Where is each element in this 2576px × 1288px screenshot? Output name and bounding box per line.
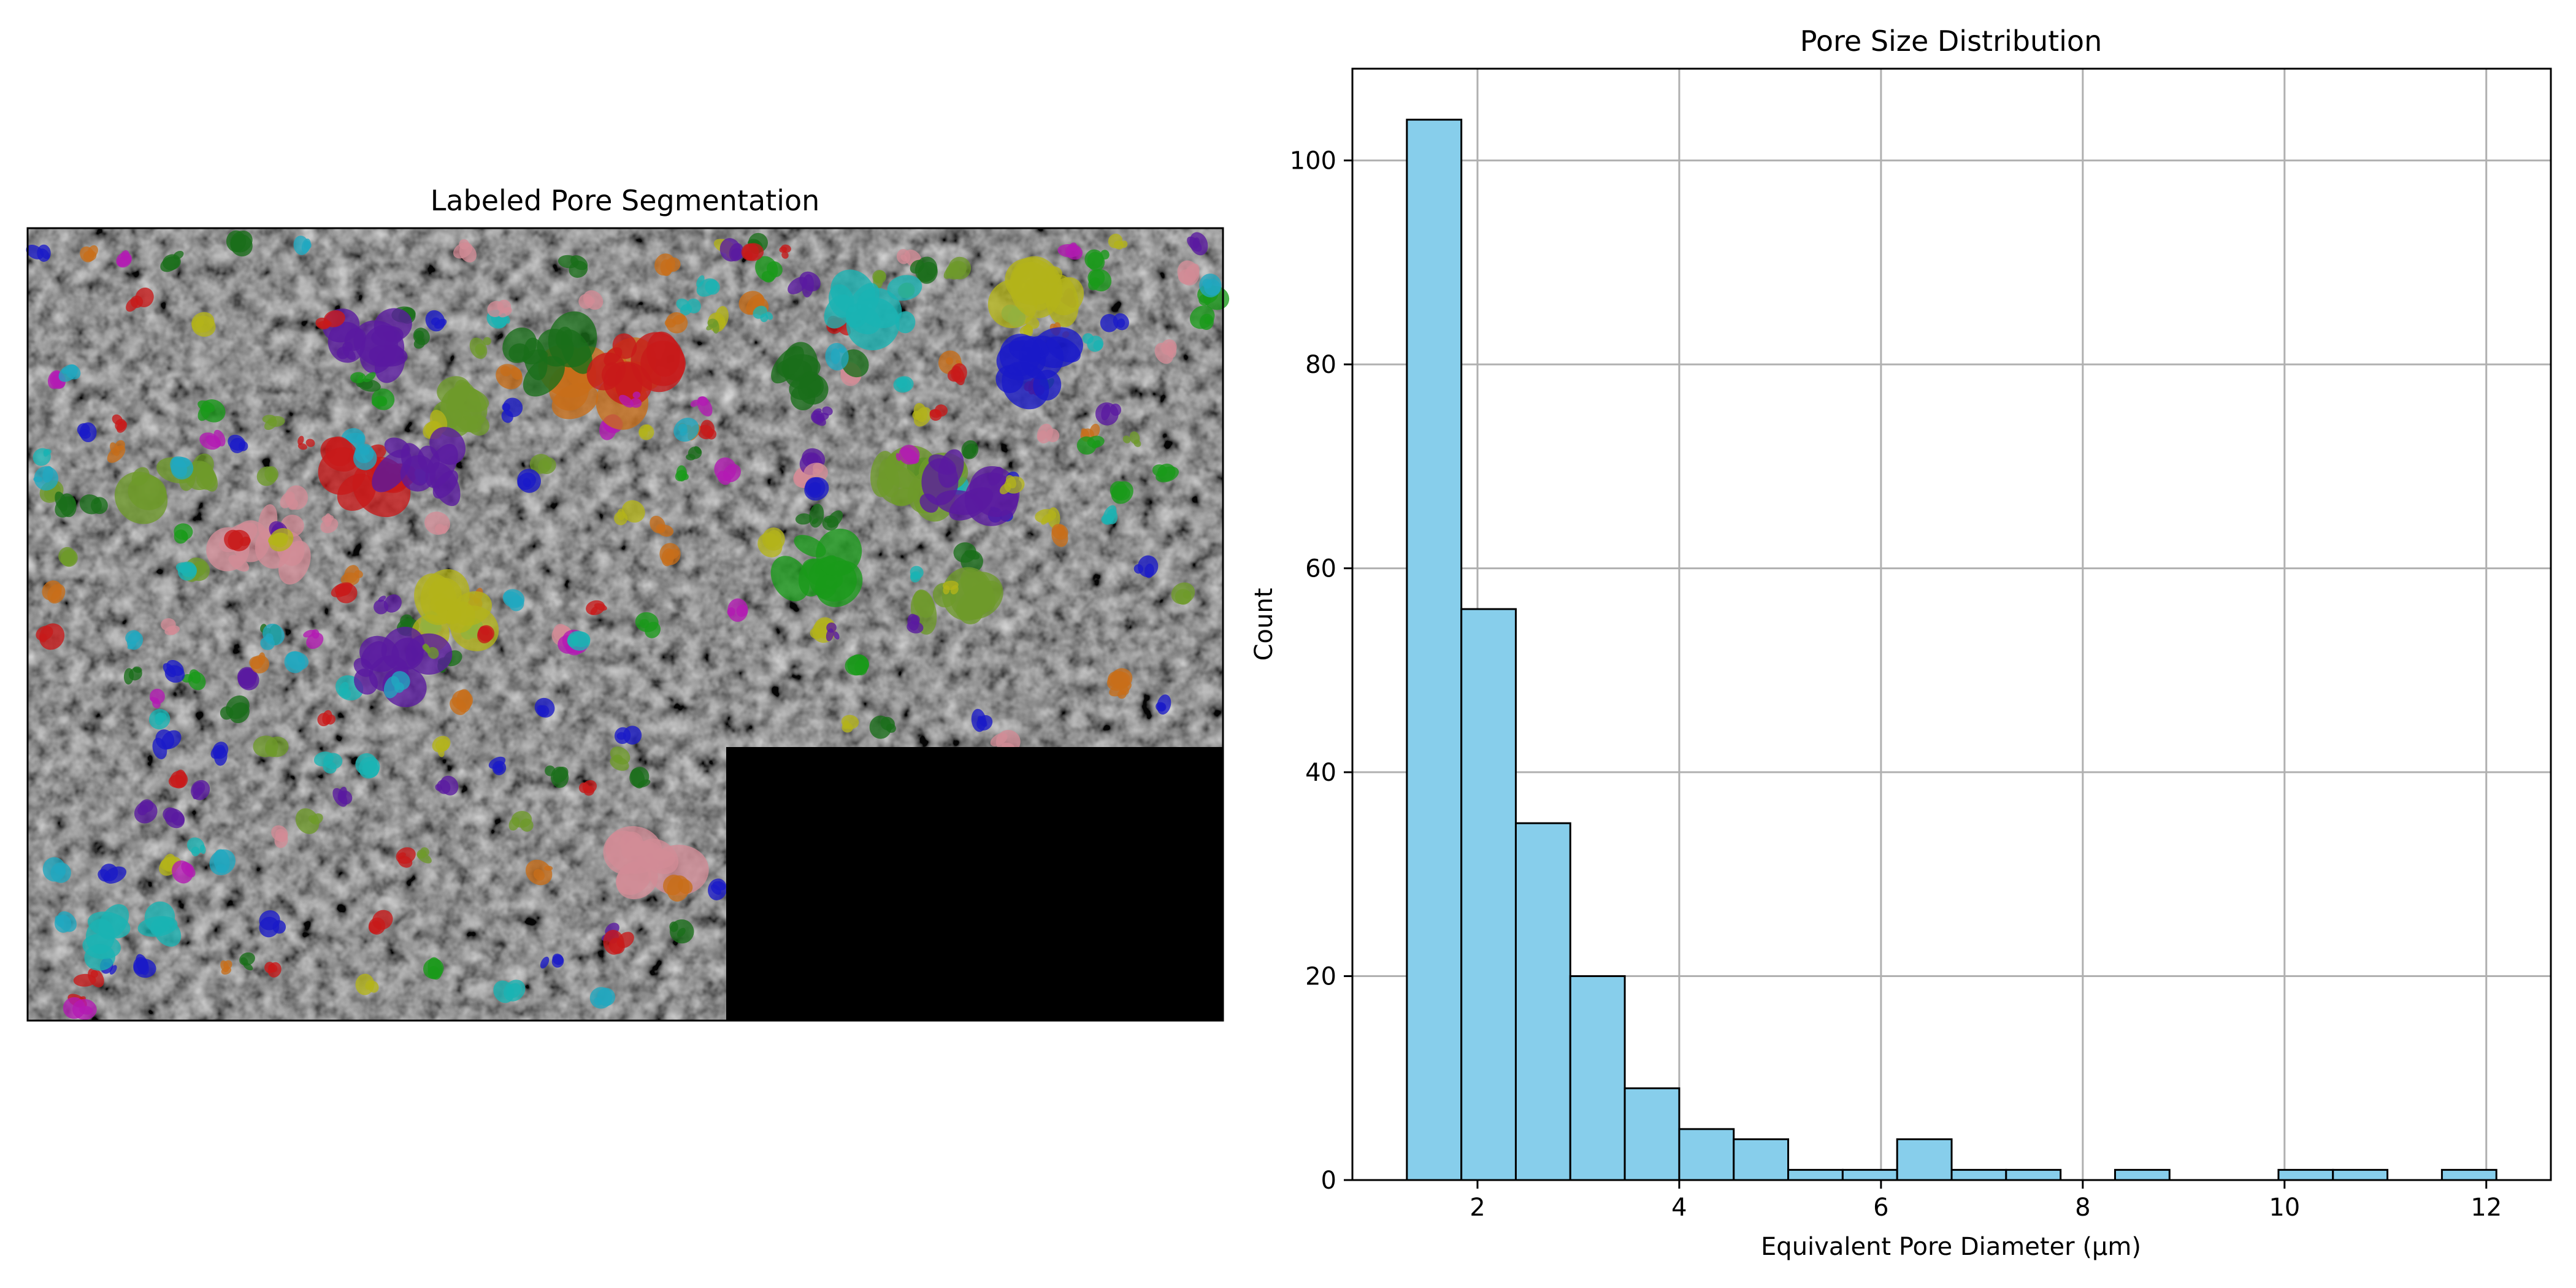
segmentation-image — [23, 226, 1233, 1021]
histogram-bar — [1679, 1129, 1734, 1180]
histogram-bar — [1407, 120, 1462, 1180]
y-tick-label: 60 — [1305, 555, 1336, 583]
histogram-bar — [1734, 1140, 1788, 1180]
histogram-bar — [1842, 1170, 1897, 1180]
histogram-bar — [1462, 609, 1516, 1180]
pore-label — [239, 441, 248, 451]
histogram-bar — [1897, 1140, 1952, 1180]
x-tick-label: 8 — [2075, 1194, 2090, 1222]
x-axis-ticks: 2 4 6 8 10 12 — [1470, 1180, 2502, 1222]
histogram-bar — [1516, 823, 1570, 1180]
histogram-bar — [2333, 1170, 2388, 1180]
pore-label — [63, 997, 85, 1019]
x-tick-label: 10 — [2269, 1194, 2300, 1222]
x-tick-label: 2 — [1470, 1194, 1485, 1222]
histogram-bar — [2115, 1170, 2169, 1180]
x-axis-label: Equivalent Pore Diameter (µm) — [1761, 1233, 2141, 1261]
segmentation-title: Labeled Pore Segmentation — [431, 184, 820, 217]
histogram-bar — [1625, 1088, 1679, 1180]
histogram-bar — [1570, 976, 1625, 1180]
histogram-bar — [2006, 1170, 2061, 1180]
histogram-bar — [1952, 1170, 2006, 1180]
histogram-bar — [2442, 1170, 2496, 1180]
histogram-title: Pore Size Distribution — [1800, 25, 2102, 58]
histogram-bar — [2279, 1170, 2333, 1180]
histogram-bars — [1407, 120, 2496, 1180]
histogram-panel: Pore Size Distribution 2 4 6 8 10 12 0 20 40 60 8… — [1250, 25, 2551, 1261]
histogram-bar — [1788, 1170, 1843, 1180]
y-tick-label: 40 — [1305, 759, 1336, 787]
masked-region — [726, 747, 1223, 1021]
x-tick-label: 12 — [2471, 1194, 2502, 1222]
pore-label — [659, 543, 680, 565]
y-tick-label: 0 — [1321, 1167, 1336, 1195]
y-tick-label: 100 — [1290, 147, 1336, 175]
x-tick-label: 6 — [1873, 1194, 1888, 1222]
y-tick-label: 80 — [1305, 351, 1336, 379]
segmentation-panel: Labeled Pore Segmentation — [23, 184, 1233, 1021]
y-axis-ticks: 0 20 40 60 80 100 — [1290, 147, 1352, 1195]
y-axis-label: Count — [1250, 588, 1278, 661]
x-tick-label: 4 — [1671, 1194, 1687, 1222]
y-tick-label: 20 — [1305, 963, 1336, 991]
